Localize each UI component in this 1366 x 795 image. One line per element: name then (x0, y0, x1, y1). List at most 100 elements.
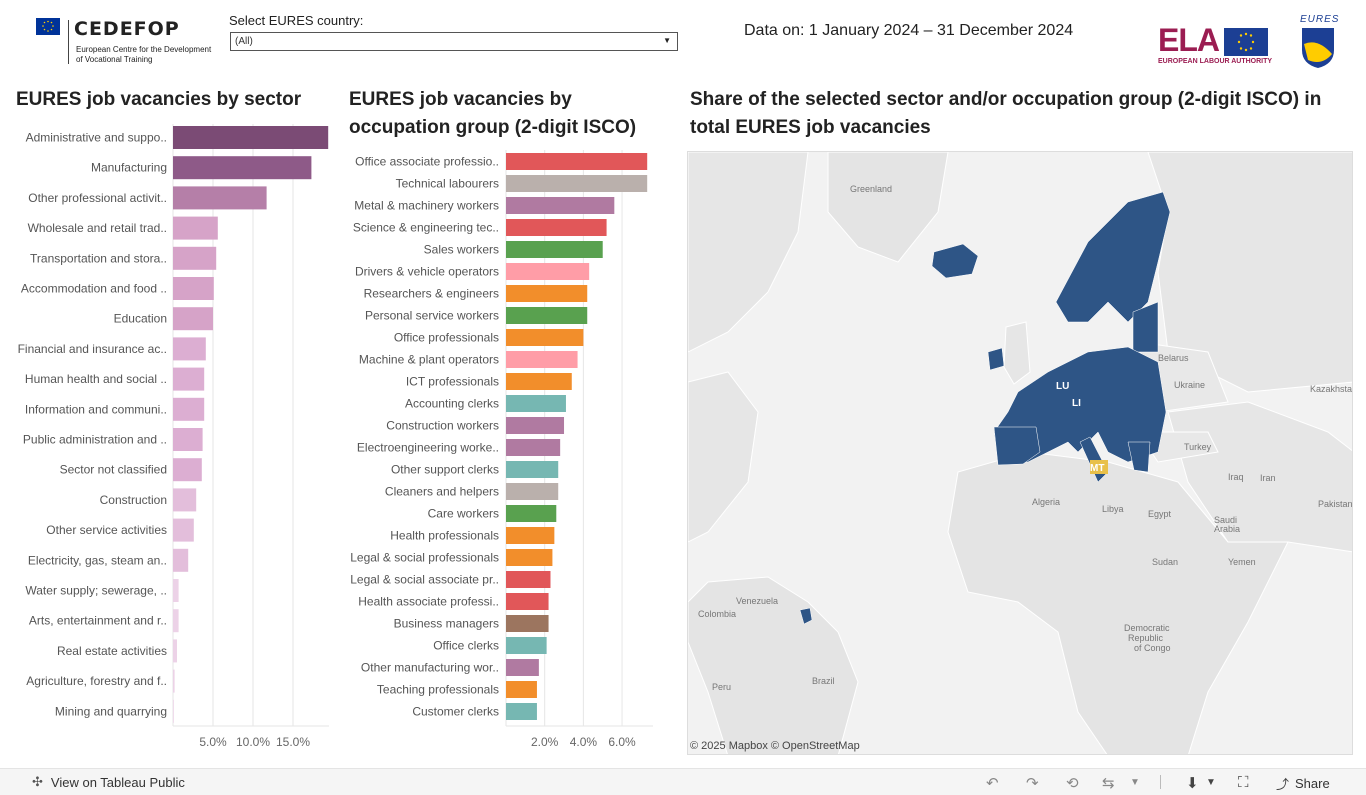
bar[interactable] (506, 175, 648, 192)
bar[interactable] (506, 351, 578, 368)
bar[interactable] (506, 219, 607, 236)
category-label: Machine & plant operators (359, 353, 499, 367)
category-label: Technical labourers (396, 177, 499, 191)
bar[interactable] (173, 458, 202, 482)
sector-chart-title: EURES job vacancies by sector (16, 89, 302, 110)
bar[interactable] (173, 126, 329, 149)
bar[interactable] (173, 397, 205, 421)
sector-bar-chart[interactable]: 5.0% 10.0% 15.0% Administrative and suppo..… (0, 122, 340, 764)
category-label: Mining and quarrying (55, 704, 167, 718)
revert-icon[interactable]: ⟲ (1066, 775, 1079, 792)
bar[interactable] (506, 395, 566, 412)
bar[interactable] (506, 153, 648, 170)
svg-text:Ukraine: Ukraine (1174, 380, 1205, 390)
category-label: Care workers (428, 507, 499, 521)
pause-icon[interactable]: ⇆ (1102, 775, 1115, 792)
fullscreen-icon[interactable]: ⛶ (1238, 774, 1249, 791)
category-label: Science & engineering tec.. (353, 221, 499, 235)
europe-map[interactable]: Greenland Belarus Ukraine Kazakhsta Turk… (687, 151, 1353, 755)
bar[interactable] (506, 615, 549, 632)
bar[interactable] (173, 307, 213, 331)
bar[interactable] (173, 428, 203, 451)
bar[interactable] (173, 548, 189, 572)
bar[interactable] (173, 246, 217, 270)
bar[interactable] (506, 285, 588, 302)
category-label: Researchers & engineers (364, 287, 499, 301)
category-label: Education (114, 312, 167, 326)
svg-text:Libya: Libya (1102, 504, 1124, 514)
bar[interactable] (506, 373, 572, 390)
bar[interactable] (506, 549, 553, 566)
bar[interactable] (173, 277, 214, 300)
category-label: Construction workers (386, 419, 499, 433)
bar[interactable] (506, 461, 559, 478)
bar[interactable] (506, 483, 559, 500)
bar[interactable] (173, 337, 206, 361)
bar[interactable] (173, 579, 179, 602)
bar[interactable] (506, 241, 603, 258)
bar[interactable] (506, 505, 557, 522)
share-button[interactable]: ⤴ Share (1276, 774, 1330, 793)
download-icon[interactable]: ⬇ (1186, 775, 1199, 792)
bar[interactable] (506, 593, 549, 610)
bar[interactable] (506, 681, 537, 698)
category-label: Metal & machinery workers (354, 199, 499, 213)
category-label: Office clerks (433, 639, 499, 653)
cedefop-brand: CEDEFOP (74, 18, 180, 40)
category-label: Manufacturing (91, 161, 167, 175)
bar[interactable] (506, 263, 590, 280)
bar[interactable] (173, 367, 205, 391)
category-label: Information and communi.. (25, 402, 167, 416)
view-on-tableau-link[interactable]: ✣ View on Tableau Public (32, 774, 185, 790)
svg-text:Colombia: Colombia (698, 609, 736, 619)
category-label: Legal & social professionals (350, 551, 499, 565)
download-dropdown-icon[interactable]: ▼ (1206, 777, 1216, 788)
pause-dropdown-icon[interactable]: ▼ (1130, 777, 1140, 788)
bar[interactable] (506, 637, 547, 654)
eures-brand: EURES (1300, 14, 1340, 25)
ela-subtitle: EUROPEAN LABOUR AUTHORITY (1158, 58, 1273, 65)
category-label: Office professionals (394, 331, 499, 345)
bar[interactable] (506, 703, 537, 720)
category-label: ICT professionals (406, 375, 499, 389)
map-code-mt: MT (1090, 463, 1104, 474)
date-range-text: Data on: 1 January 2024 – 31 December 20… (744, 22, 1074, 39)
map-attribution[interactable]: © 2025 Mapbox © OpenStreetMap (690, 740, 860, 752)
svg-text:of Congo: of Congo (1134, 643, 1171, 653)
bar[interactable] (173, 216, 218, 240)
bar[interactable] (506, 527, 555, 544)
country-select[interactable]: (All) ▼ (230, 32, 678, 51)
share-label: Share (1295, 776, 1330, 791)
svg-text:Egypt: Egypt (1148, 509, 1172, 519)
x-tick-label: 15.0% (276, 735, 310, 749)
occupation-bar-chart[interactable]: 2.0% 4.0% 6.0% Office associate professio..… (338, 149, 668, 770)
category-label: Public administration and .. (23, 433, 167, 447)
bar[interactable] (173, 156, 312, 180)
svg-text:Brazil: Brazil (812, 676, 835, 686)
undo-icon[interactable]: ↶ (986, 775, 999, 792)
bar[interactable] (506, 197, 615, 214)
category-label: Legal & social associate pr.. (350, 573, 499, 587)
bar[interactable] (506, 307, 588, 324)
country-select-label: Select EURES country: (229, 13, 364, 28)
bar[interactable] (173, 518, 194, 542)
redo-icon[interactable]: ↷ (1026, 775, 1039, 792)
bar[interactable] (173, 186, 267, 210)
category-label: Customer clerks (412, 705, 499, 719)
bar[interactable] (506, 659, 539, 676)
bar[interactable] (506, 329, 584, 346)
bar[interactable] (173, 488, 197, 512)
bar[interactable] (506, 571, 551, 588)
bar[interactable] (506, 417, 565, 434)
category-label: Accommodation and food .. (21, 282, 167, 296)
share-icon: ⤴ (1276, 777, 1290, 792)
tableau-toolbar: ✣ View on Tableau Public ↶ ↷ ⟲ ⇆ ▼ ⬇ ▼ ⛶… (0, 768, 1366, 795)
category-label: Office associate professio.. (355, 155, 499, 169)
bar[interactable] (173, 669, 175, 693)
bar[interactable] (173, 639, 177, 663)
category-label: Electricity, gas, steam an.. (28, 553, 167, 567)
bar[interactable] (173, 609, 179, 633)
bar[interactable] (506, 439, 561, 456)
svg-text:Republic: Republic (1128, 633, 1164, 643)
bar[interactable] (173, 699, 174, 723)
